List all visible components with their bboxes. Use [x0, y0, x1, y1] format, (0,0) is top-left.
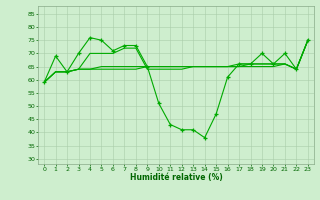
X-axis label: Humidité relative (%): Humidité relative (%) — [130, 173, 222, 182]
